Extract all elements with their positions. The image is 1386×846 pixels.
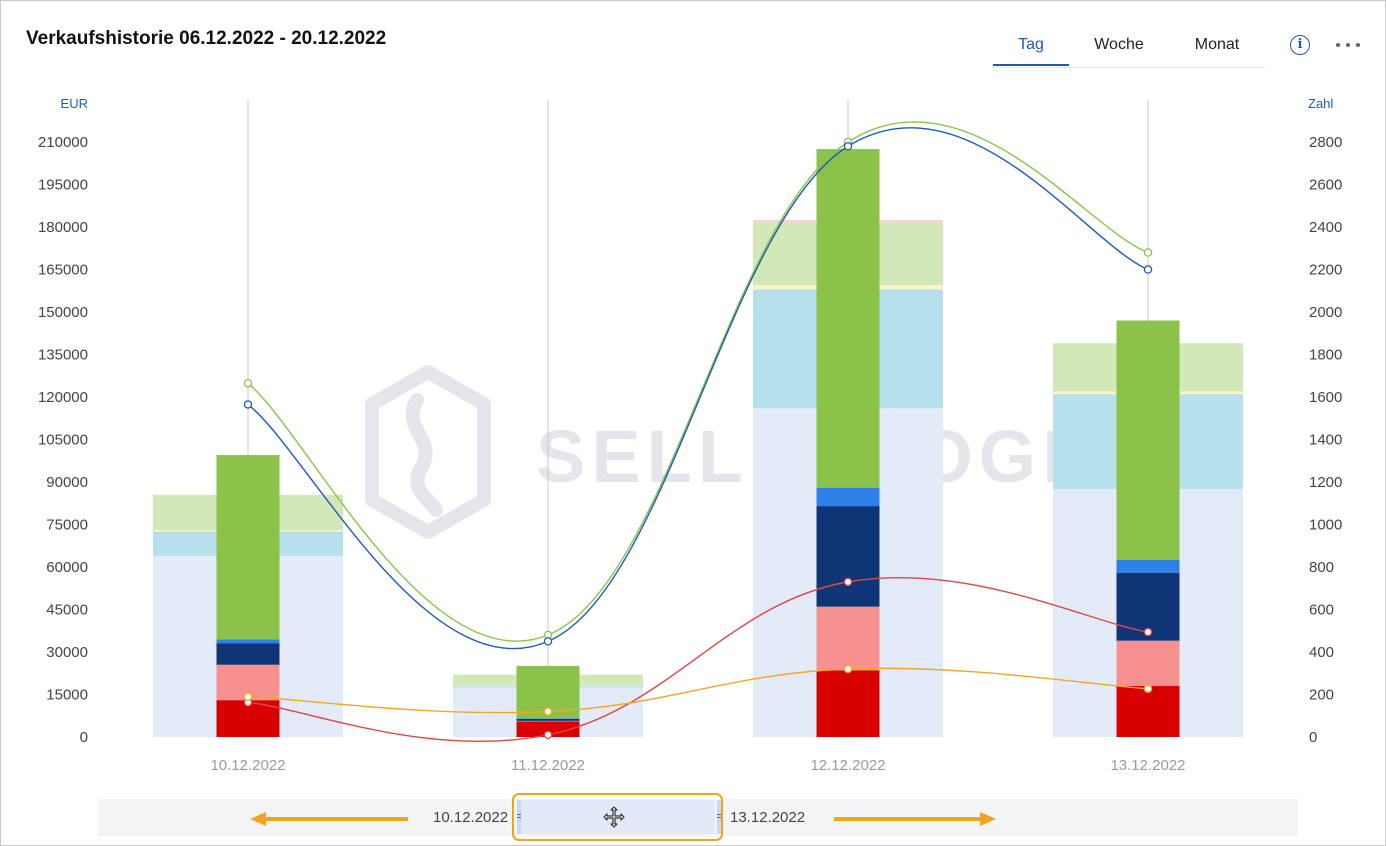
y-right-axis-label: Zahl [1308, 96, 1333, 111]
y-left-tick-label: 45000 [46, 602, 88, 619]
narrow-bar-series [216, 149, 1180, 737]
line-point [1143, 627, 1153, 637]
y-left-tick-label: 210000 [38, 134, 88, 151]
bar-segment-4 [1116, 320, 1180, 560]
line-series-0 [247, 121, 1149, 642]
y-left-tick-label: 135000 [38, 347, 88, 364]
y-right-tick-label: 200 [1309, 687, 1334, 704]
range-to-label: 13.12.2022 [730, 809, 806, 826]
y-right-tick-label: 2400 [1309, 219, 1342, 236]
bar-segment-0 [816, 670, 880, 737]
bar-segment-0 [1116, 686, 1180, 737]
bar-segment-2 [216, 643, 280, 665]
y-right-tick-label: 400 [1309, 644, 1334, 661]
line-series [243, 121, 1153, 742]
range-from-label: 10.12.2022 [433, 809, 509, 826]
info-icon[interactable]: i [1290, 35, 1310, 55]
arrow-left-icon [250, 812, 408, 826]
line-point [1143, 248, 1153, 257]
bar-segment-3 [516, 718, 580, 719]
y-left-tick-label: 90000 [46, 474, 88, 491]
y-left-tick-label: 165000 [38, 262, 88, 279]
y-right-tick-label: 2600 [1309, 177, 1342, 194]
move-icon [603, 806, 625, 828]
bar-segment-3 [216, 639, 280, 644]
y-right-tick-label: 1000 [1309, 517, 1342, 534]
x-tick-label: 13.12.2022 [1110, 757, 1185, 774]
y-right-tick-label: 1400 [1309, 432, 1342, 449]
y-right-tick-label: 1200 [1309, 474, 1342, 491]
arrow-right-icon [834, 812, 996, 826]
range-handle-right[interactable] [717, 800, 721, 834]
line-series-2 [247, 577, 1149, 742]
line-point [1143, 684, 1153, 694]
line-point [243, 378, 253, 388]
y-left-tick-label: 195000 [38, 177, 88, 194]
range-window[interactable] [512, 793, 723, 841]
tab-month[interactable]: Monat [1194, 36, 1240, 53]
sales-chart: SELLERLOGIC EUR Zahl 0 15000 30000 45000 60000… [38, 96, 1342, 774]
line-point [543, 637, 553, 646]
bar-segment-2 [516, 718, 580, 721]
line-series-3 [247, 667, 1149, 714]
axes: EUR Zahl 0 15000 30000 45000 60000 75000 90000 10… [38, 96, 1342, 774]
y-right-tick-label: 1600 [1309, 389, 1342, 406]
line-point [543, 707, 553, 716]
y-left-tick-label: 60000 [46, 559, 88, 576]
y-left-axis-label: EUR [61, 96, 88, 111]
y-right-tick-label: 2200 [1309, 262, 1342, 279]
x-tick-label: 12.12.2022 [810, 757, 885, 774]
bar-segment-1 [516, 720, 580, 722]
x-tick-label: 11.12.2022 [511, 757, 585, 774]
y-right-tick-label: 600 [1309, 602, 1334, 619]
bar-segment-2 [816, 506, 880, 607]
bar-segment-0 [516, 721, 580, 737]
y-left-tick-label: 15000 [46, 687, 88, 704]
line-point [843, 664, 853, 674]
bar-segment-3 [1116, 559, 1180, 573]
line-point [843, 141, 853, 151]
y-right-tick-label: 2800 [1309, 134, 1342, 151]
bar-segment-1 [816, 606, 880, 671]
y-left-tick-label: 0 [80, 729, 88, 746]
y-left-tick-label: 180000 [38, 219, 88, 236]
watermark: SELLERLOGIC [365, 365, 1122, 539]
bar-segment-1 [1116, 640, 1180, 686]
tab-day[interactable]: Tag [993, 30, 1069, 66]
y-left-tick-label: 120000 [38, 389, 88, 406]
x-tick-label: 10.12.2022 [210, 757, 285, 774]
y-right-tick-label: 1800 [1309, 347, 1342, 364]
y-right-tick-label: 800 [1309, 559, 1334, 576]
y-left-tick-label: 105000 [38, 432, 88, 449]
page-title: Verkaufshistorie 06.12.2022 - 20.12.2022 [26, 28, 387, 49]
bar-segment-3 [816, 487, 880, 507]
y-right-tick-label: 2000 [1309, 304, 1342, 321]
y-right-tick-label: 0 [1309, 729, 1317, 746]
y-left-tick-label: 75000 [46, 517, 88, 534]
bar-segment-4 [216, 455, 280, 640]
line-point [1143, 265, 1153, 274]
tab-week[interactable]: Woche [1094, 36, 1144, 53]
line-point [243, 400, 253, 409]
line-point [543, 730, 553, 740]
line-point [243, 692, 253, 701]
more-dots-icon[interactable] [1336, 36, 1360, 54]
y-left-tick-label: 30000 [46, 644, 88, 661]
y-left-tick-label: 150000 [38, 304, 88, 321]
range-handle-left[interactable] [517, 800, 521, 834]
line-series-1 [247, 127, 1149, 650]
bar-segment-4 [816, 149, 880, 488]
period-tabs: Tag Woche Monat [993, 30, 1265, 68]
line-point [843, 577, 853, 587]
